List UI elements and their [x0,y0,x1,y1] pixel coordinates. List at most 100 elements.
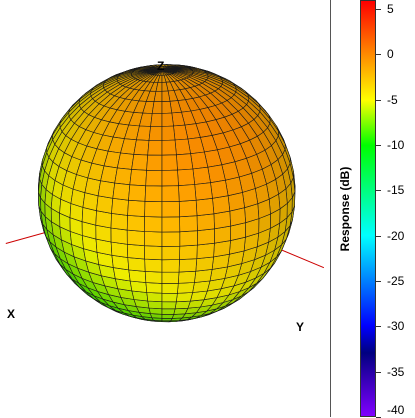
surface-patch [162,246,180,260]
surface-patch [179,200,197,217]
surface-patch [144,232,162,247]
surface-patch [127,244,144,259]
surface-patch [162,101,172,113]
surface-patch [145,201,162,217]
surface-patch [132,154,148,170]
surface-patch [177,283,194,294]
surface-patch [197,214,215,231]
surface-patch [144,246,162,260]
colorbar-tick-label: 5 [387,2,415,16]
surface-patch [97,196,113,214]
surface-patch [193,167,211,184]
plot-area[interactable]: X Y Z [0,0,331,417]
surface-patch [162,155,178,171]
surface-patch [179,185,197,202]
surface-patch [111,213,128,230]
y-axis-label: Y [296,320,304,334]
colorbar-tick-mark [376,281,381,282]
surface-patch [178,169,195,186]
colorbar-tick-label: -5 [387,93,415,107]
colorbar-tick-label: -30 [387,319,415,333]
surface-patch [179,259,197,272]
colorbar-tick-label: -15 [387,183,415,197]
surface-patch [162,302,176,309]
surface-patch [146,170,162,186]
surface-patch [96,211,112,228]
surface-patch [144,217,162,233]
surface-patch [130,169,147,185]
surface-patch [162,217,180,232]
surface-patch [162,232,180,247]
surface-patch [148,301,162,309]
colorbar-gradient [360,0,376,417]
surface-patch [162,186,179,202]
surface-patch [214,211,231,229]
surface-patch [175,301,190,309]
surface-patch [145,186,162,202]
surface-patch [213,196,230,214]
surface-patch [180,245,198,260]
surface-patch [101,166,118,183]
colorbar-tick-label: -40 [387,403,415,417]
colorbar-tick-mark [376,100,381,101]
surface-patch [98,181,115,199]
surface-patch [147,155,162,170]
surface-patch [162,140,176,155]
surface-patch [162,293,177,302]
colorbar-tick-mark [376,236,381,237]
surface-patch [162,309,175,315]
surface-patch [146,283,162,294]
surface-patch [162,283,178,293]
surface-patch [175,139,191,155]
surface-patch [113,183,130,200]
surface-patch [162,314,174,318]
surface-patch [127,215,144,231]
colorbar-title-text: Response (dB) [338,167,352,252]
surface-patch [129,185,146,202]
surface-patch [145,271,162,283]
colorbar-tick-mark [376,54,381,55]
surface-patch [180,231,198,247]
surface-patch [195,183,213,201]
x-axis-label: X [7,307,15,321]
surface-patch [176,154,193,170]
surface-patch [127,230,144,246]
colorbar-tick-mark [376,190,381,191]
colorbar-tick-label: -25 [387,274,415,288]
surface-plot[interactable]: X Y Z [0,0,330,417]
surface-patch [111,228,127,244]
surface-patch [134,140,149,155]
surface-patch [162,260,180,273]
surface-patch [148,140,162,155]
surface-patch [162,126,175,141]
surface-patch [129,270,146,283]
surface-patch [162,272,179,283]
surface-patch [176,293,192,302]
surface-patch [162,170,179,186]
colorbar-tick-mark [376,9,381,10]
surface-patch [178,271,196,283]
surface-patch [112,198,129,215]
surface-patch [196,257,214,271]
surface-patch [197,243,215,259]
colorbar-tick-mark [376,372,381,373]
surface-patch [211,180,229,198]
surface-patch [194,269,212,282]
surface-patch [196,198,214,215]
colorbar-tick-mark [376,145,381,146]
surface-patch [197,229,214,245]
surface-patch [128,200,145,216]
surface-patch [111,242,128,258]
colorbar-tick-label: -35 [387,365,415,379]
surface-patch [152,102,162,114]
colorbar-tick-label: 0 [387,47,415,61]
surface-patch [115,168,132,185]
surface-patch [147,293,162,302]
surface-patch [191,152,208,169]
surface-patch [162,113,174,127]
surface-patch [145,259,162,272]
surface-patch [128,258,145,272]
colorbar-tick-mark [376,326,381,327]
surface-patch [151,114,162,127]
